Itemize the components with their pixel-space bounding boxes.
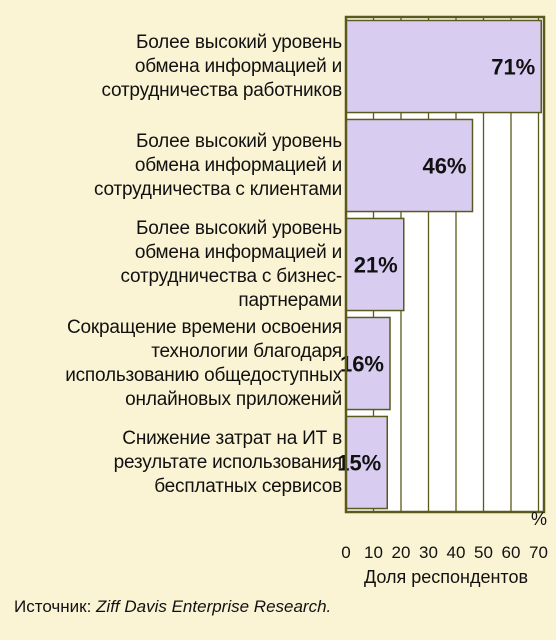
bar-value-label-2: 46% [422,154,466,179]
source-note: Источник: Ziff Davis Enterprise Research… [14,597,331,617]
plot-frame [344,15,546,514]
category-label-3-line-1: Более высокий уровень [135,217,342,239]
category-label-4: Сокращение времени освоения технологии бл… [12,316,342,412]
category-label-5-line-1: Снижение затрат на ИТ в [122,427,342,449]
category-label-4-line-1: Сокращение времени освоения [67,316,342,338]
bar-value-label-3: 21% [354,253,398,278]
bar-2 [345,118,474,213]
category-label-4-line-3: использованию общедоступных [65,364,342,386]
x-axis-title: Доля респондентов [363,567,529,587]
category-label-3: Более высокий уровень обмена информацией … [12,217,343,313]
category-label-1-line-3: сотрудничества работников [101,79,342,101]
bar-5 [345,415,388,510]
source-name: Ziff Davis Enterprise Research. [96,597,332,616]
bar-3 [345,217,405,312]
x-tick-label-0: 0 [341,543,350,562]
bar-value-label-4: 16% [340,352,384,377]
category-label-1-line-2: обмена информацией и [134,55,342,77]
bar-4 [345,316,391,411]
x-tick-label-20: 20 [392,543,411,562]
category-label-2-line-1: Более высокий уровень [135,130,342,152]
x-tick-label-10: 10 [364,543,383,562]
x-tick-label-70: 70 [529,543,548,562]
x-tick-label-60: 60 [502,543,521,562]
category-label-5-line-3: бесплатных сервисов [154,475,342,497]
source-prefix: Источник: [14,597,97,616]
bar-value-label-5: 15% [337,451,381,476]
x-tick-label-30: 30 [419,543,438,562]
category-label-1: Более высокий уровень обмена информацией … [12,31,342,103]
category-label-3-line-4: партнерами [238,289,342,311]
category-label-5: Снижение затрат на ИТ в результате исполь… [12,427,343,499]
x-axis-unit: % [531,509,548,529]
category-label-2: Более высокий уровень обмена информацией … [12,130,342,202]
category-label-1-line-1: Более высокий уровень [135,31,342,53]
category-label-2-line-3: сотрудничества с клиентами [94,178,342,200]
category-label-4-line-4: онлайновых приложений [125,388,342,410]
x-tick-label-50: 50 [474,543,493,562]
x-tick-label-40: 40 [447,543,466,562]
category-label-4-line-2: технологии благодаря [151,340,342,362]
bar-1 [345,19,542,114]
category-label-3-line-3: сотрудничества с бизнес- [120,265,343,287]
category-label-2-line-2: обмена информацией и [134,154,342,176]
category-label-5-line-2: результате использования [113,451,343,473]
bar-value-label-1: 71% [491,55,535,80]
category-label-3-line-2: обмена информацией и [134,241,342,263]
